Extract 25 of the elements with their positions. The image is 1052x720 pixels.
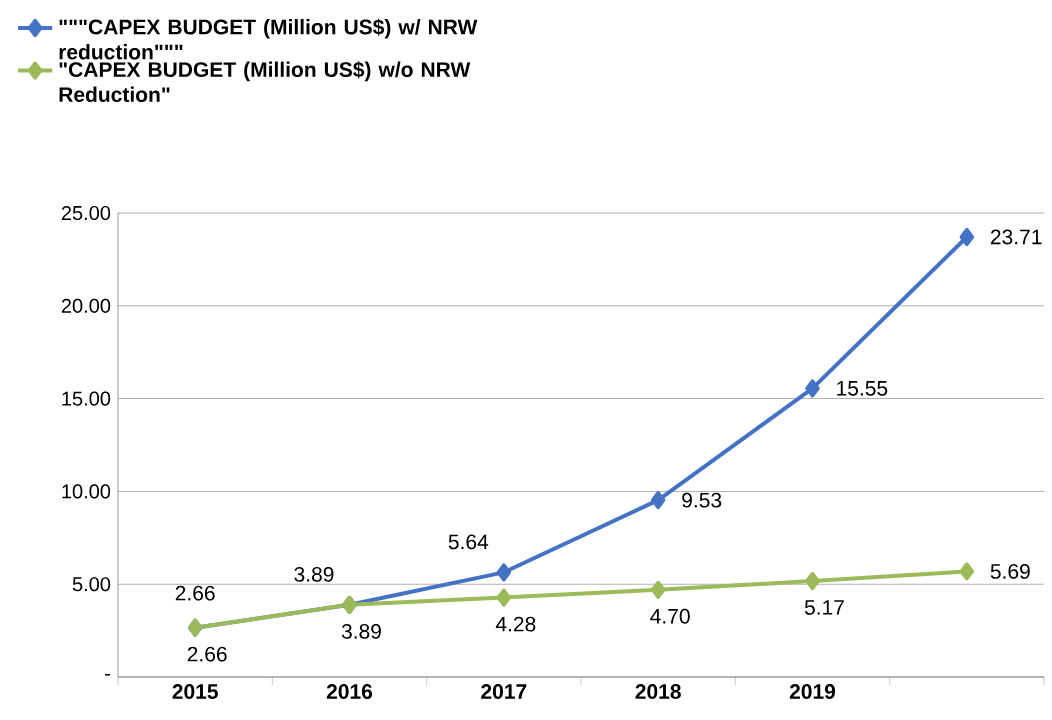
data-label: 3.89 (294, 566, 334, 582)
legend-label: "CAPEX BUDGET (Million US$) w/o NRW Reduction" (59, 61, 471, 103)
y-tick-label: 15.00 (62, 391, 111, 406)
data-label: 5.64 (448, 534, 489, 550)
y-tick-label: 10.00 (62, 484, 111, 499)
data-label: 9.53 (682, 492, 722, 508)
y-tick-label: 5.00 (72, 577, 111, 592)
y-tick-label: 25.00 (61, 205, 111, 221)
x-tick-label: 2017 (481, 684, 527, 699)
data-label: 2.66 (175, 585, 215, 601)
data-label: 3.89 (341, 623, 381, 639)
legend-label: """CAPEX BUDGET (Million US$) w/ NRW reduction""" (59, 18, 478, 60)
data-label: 5.69 (990, 563, 1030, 579)
x-tick-label: 2016 (326, 684, 373, 699)
x-tick-label: 2015 (172, 684, 218, 699)
x-tick-label: 2018 (635, 684, 681, 699)
y-tick-label: - (105, 673, 111, 676)
data-label: 15.55 (837, 381, 888, 396)
x-tick-label: 2019 (789, 684, 836, 699)
data-label: 4.28 (495, 616, 536, 632)
data-label: 23.71 (990, 229, 1042, 245)
data-label: 5.17 (804, 600, 844, 615)
data-label: 4.70 (650, 608, 690, 624)
y-tick-label: 20.00 (61, 298, 111, 313)
data-label: 2.66 (187, 646, 227, 662)
